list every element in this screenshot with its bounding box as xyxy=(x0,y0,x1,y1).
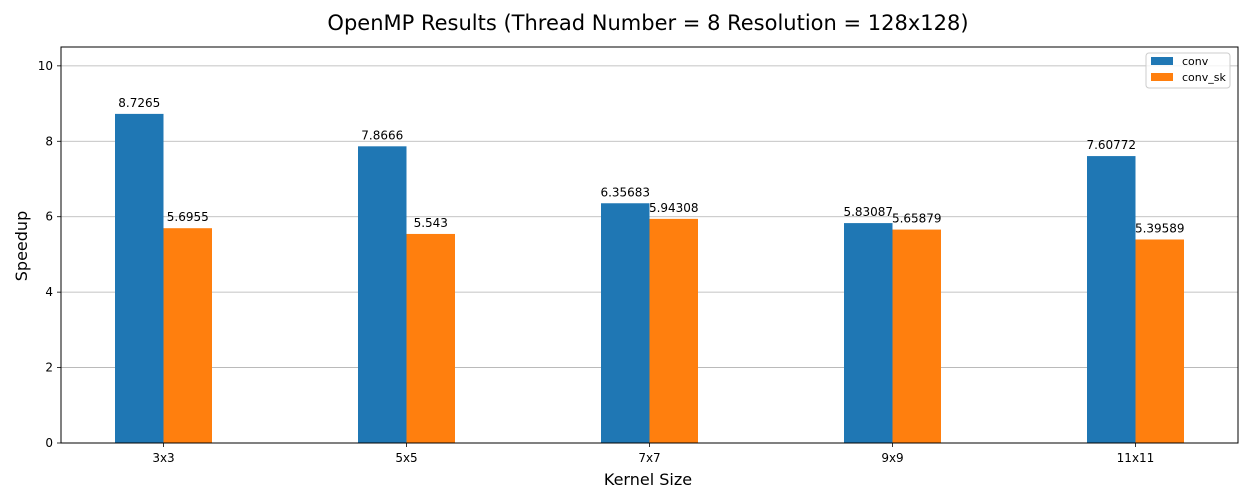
bar-conv-sk xyxy=(1135,239,1184,443)
y-axis-label: Speedup xyxy=(12,211,31,281)
data-label: 8.7265 xyxy=(118,96,160,110)
bar-conv xyxy=(358,146,407,443)
legend-label: conv_sk xyxy=(1182,71,1226,84)
data-label: 5.65879 xyxy=(892,212,942,226)
legend-swatch xyxy=(1151,73,1173,81)
legend-swatch xyxy=(1151,57,1173,65)
data-label: 7.60772 xyxy=(1086,138,1136,152)
data-label: 5.83087 xyxy=(843,205,893,219)
plot-frame xyxy=(60,46,1239,444)
data-label: 5.6955 xyxy=(167,210,209,224)
y-tick-label: 4 xyxy=(45,285,53,299)
y-tick-label: 10 xyxy=(38,59,53,73)
bar-conv-sk xyxy=(163,228,212,443)
y-axis-ticks: 0 2 4 6 8 10 xyxy=(38,59,61,450)
bar-conv xyxy=(844,223,893,443)
data-label: 5.39589 xyxy=(1135,221,1185,235)
y-tick-label: 0 xyxy=(45,436,53,450)
x-axis-ticks: 3x3 5x5 7x7 9x9 11x11 xyxy=(152,443,1154,465)
legend: conv conv_sk xyxy=(1145,52,1231,89)
x-tick-label: 3x3 xyxy=(152,451,174,465)
bar-conv-sk xyxy=(649,218,698,443)
x-axis-label: Kernel Size xyxy=(604,470,692,489)
data-label: 5.94308 xyxy=(649,201,699,215)
y-tick-label: 2 xyxy=(45,361,53,375)
bars-group xyxy=(115,113,1184,444)
data-label: 6.35683 xyxy=(600,185,650,199)
bar-conv-sk xyxy=(892,229,941,443)
bar-conv xyxy=(1087,156,1136,444)
x-tick-label: 11x11 xyxy=(1117,451,1155,465)
y-tick-label: 6 xyxy=(45,210,53,224)
x-tick-label: 9x9 xyxy=(881,451,903,465)
bar-conv xyxy=(601,203,650,443)
x-tick-label: 7x7 xyxy=(638,451,660,465)
x-tick-label: 5x5 xyxy=(395,451,417,465)
data-labels-group: 8.7265 5.6955 7.8666 5.543 6.35683 5.94308 5.8… xyxy=(118,96,1184,236)
chart-title: OpenMP Results (Thread Number = 8 Resolu… xyxy=(327,11,968,35)
bar-conv xyxy=(115,113,164,443)
data-label: 7.8666 xyxy=(361,128,403,142)
y-tick-label: 8 xyxy=(45,134,53,148)
data-label: 5.543 xyxy=(414,216,448,230)
bar-conv-sk xyxy=(406,233,455,443)
legend-label: conv xyxy=(1182,55,1209,68)
